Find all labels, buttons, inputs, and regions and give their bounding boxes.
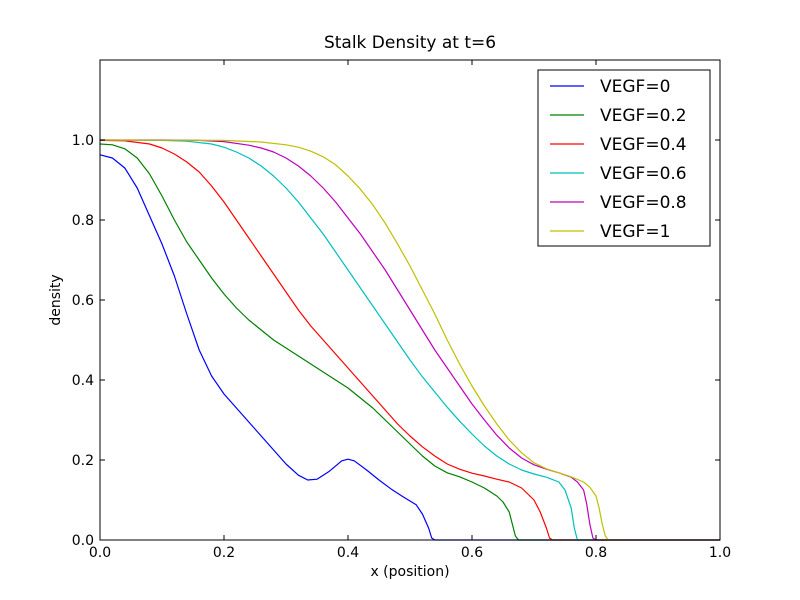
- x-tick-label: 0.4: [337, 545, 359, 561]
- legend-label-4: VEGF=0.8: [600, 193, 687, 213]
- chart-title: Stalk Density at t=6: [324, 33, 496, 53]
- x-axis-label: x (position): [370, 564, 449, 580]
- series-line-2: [99, 139, 720, 541]
- y-tick-label: 1.0: [72, 133, 94, 149]
- series-line-3: [99, 139, 720, 541]
- x-tick-label: 0.2: [213, 545, 235, 561]
- y-axis-label: density: [48, 274, 64, 325]
- axis-ticks: 0.0 0.2 0.4 0.6 0.8 1.0 0.0 0.2 0.4 0.6 0.8 1.0: [72, 60, 731, 561]
- legend-label-2: VEGF=0.4: [600, 135, 687, 155]
- y-tick-label: 0.2: [72, 453, 94, 469]
- y-tick-label: 0.4: [72, 373, 94, 389]
- legend-label-1: VEGF=0.2: [600, 106, 687, 126]
- series-line-4: [100, 139, 720, 541]
- x-tick-label: 0.0: [89, 545, 111, 561]
- y-tick-label: 0.8: [72, 213, 94, 229]
- y-tick-label: 0.0: [72, 533, 94, 549]
- x-tick-label: 0.8: [585, 545, 607, 561]
- legend: VEGF=0 VEGF=0.2 VEGF=0.4 VEGF=0.6 VEGF=0.8 VE…: [537, 69, 711, 247]
- x-tick-label: 0.6: [461, 545, 483, 561]
- legend-label-5: VEGF=1: [600, 222, 670, 242]
- y-tick-label: 0.6: [72, 293, 94, 309]
- series-line-5: [99, 139, 720, 541]
- legend-label-3: VEGF=0.6: [600, 164, 687, 184]
- legend-label-0: VEGF=0: [600, 77, 670, 97]
- x-tick-label: 1.0: [709, 545, 731, 561]
- legend-box: [537, 69, 711, 247]
- series-line-1: [99, 143, 720, 541]
